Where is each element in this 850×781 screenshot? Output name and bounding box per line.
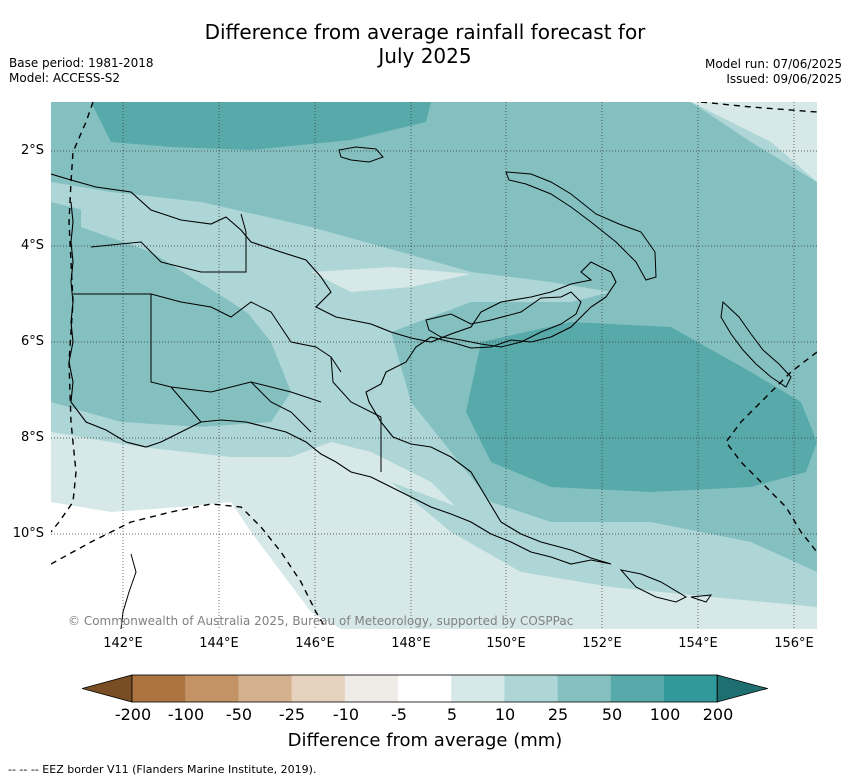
colorbar-segment <box>291 675 346 702</box>
colorbar-tick: -10 <box>332 705 360 724</box>
lon-label-152: 152°E <box>582 636 622 651</box>
colorbar-segment <box>238 675 293 702</box>
eez-legend-note: -- -- -- EEZ border V11 (Flanders Marine… <box>8 763 317 776</box>
colorbar-extend-high <box>716 674 769 703</box>
colorbar-segment <box>398 675 452 702</box>
lon-label-156: 156°E <box>774 636 814 651</box>
lat-label-10s: 10°S <box>12 526 44 541</box>
colorbar-tick: 100 <box>649 705 681 724</box>
colorbar-tick: 50 <box>601 705 623 724</box>
shade-10-25-south <box>391 482 817 607</box>
model-run: Model run: 07/06/2025 <box>704 57 842 71</box>
colorbar-segment <box>504 675 559 702</box>
title-line-2: July 2025 <box>378 44 472 68</box>
title-line-1: Difference from average rainfall forecas… <box>204 20 646 44</box>
graticule <box>51 102 817 629</box>
colorbar-tick: 200 <box>702 705 734 724</box>
shade-50-100-east <box>466 322 817 492</box>
colorbar-border <box>131 674 718 703</box>
colorbar-segment <box>344 675 399 702</box>
map-canvas <box>51 102 817 629</box>
colorbar-tick: 25 <box>547 705 569 724</box>
lon-label-150: 150°E <box>486 636 526 651</box>
colorbar-svg <box>80 674 769 703</box>
model-name: Model: ACCESS-S2 <box>9 71 121 85</box>
new-ireland-island <box>505 171 657 281</box>
colorbar-segment <box>557 675 612 702</box>
colorbar-tick: -5 <box>391 705 407 724</box>
issued-date: Issued: 09/06/2025 <box>726 72 842 86</box>
colorbar-tick: -100 <box>167 705 205 724</box>
colorbar <box>80 674 769 704</box>
south-islands <box>619 569 713 603</box>
colorbar-tick: -25 <box>278 705 306 724</box>
shade-5-10-center <box>311 267 471 292</box>
colorbar-segment <box>185 675 239 702</box>
model-info: Base period: 1981-2018 Model: ACCESS-S2 <box>9 56 154 86</box>
lon-label-146: 146°E <box>295 636 335 651</box>
shade-50-100-north <box>91 102 431 150</box>
colorbar-segment <box>664 675 718 702</box>
colorbar-segment <box>132 675 186 702</box>
colorbar-tick: 5 <box>446 705 458 724</box>
lon-label-142: 142°E <box>103 636 143 651</box>
lat-label-2s: 2°S <box>20 143 44 158</box>
cape-york-coast <box>120 553 137 629</box>
manus-island <box>338 146 384 163</box>
base-period: Base period: 1981-2018 <box>9 56 154 70</box>
lat-label-8s: 8°S <box>20 430 44 445</box>
copyright-notice: © Commonwealth of Australia 2025, Bureau… <box>68 614 574 628</box>
lon-label-144: 144°E <box>199 636 239 651</box>
rainfall-map <box>51 102 817 629</box>
shade-10-25-corner <box>691 102 817 182</box>
new-guinea-coastline <box>51 173 617 565</box>
colorbar-extend-low <box>80 674 133 703</box>
run-info: Model run: 07/06/2025 Issued: 09/06/2025 <box>705 57 842 87</box>
lon-label-148: 148°E <box>391 636 431 651</box>
shade-25-50-west <box>51 202 291 427</box>
colorbar-segment <box>451 675 505 702</box>
lat-label-6s: 6°S <box>20 334 44 349</box>
provincial-boundaries <box>73 213 382 472</box>
colorbar-tick: 10 <box>494 705 516 724</box>
map-title: Difference from average rainfall forecas… <box>0 20 850 68</box>
new-britain-island <box>425 291 582 348</box>
colorbar-label: Difference from average (mm) <box>287 730 563 751</box>
colorbar-tick: -200 <box>114 705 152 724</box>
lat-label-4s: 4°S <box>20 238 44 253</box>
bougainville-island <box>720 300 792 388</box>
eez-borders <box>51 102 817 629</box>
colorbar-segment <box>610 675 665 702</box>
colorbar-tick: -50 <box>225 705 253 724</box>
lon-label-154: 154°E <box>678 636 718 651</box>
shade-25-50-north <box>51 102 817 432</box>
